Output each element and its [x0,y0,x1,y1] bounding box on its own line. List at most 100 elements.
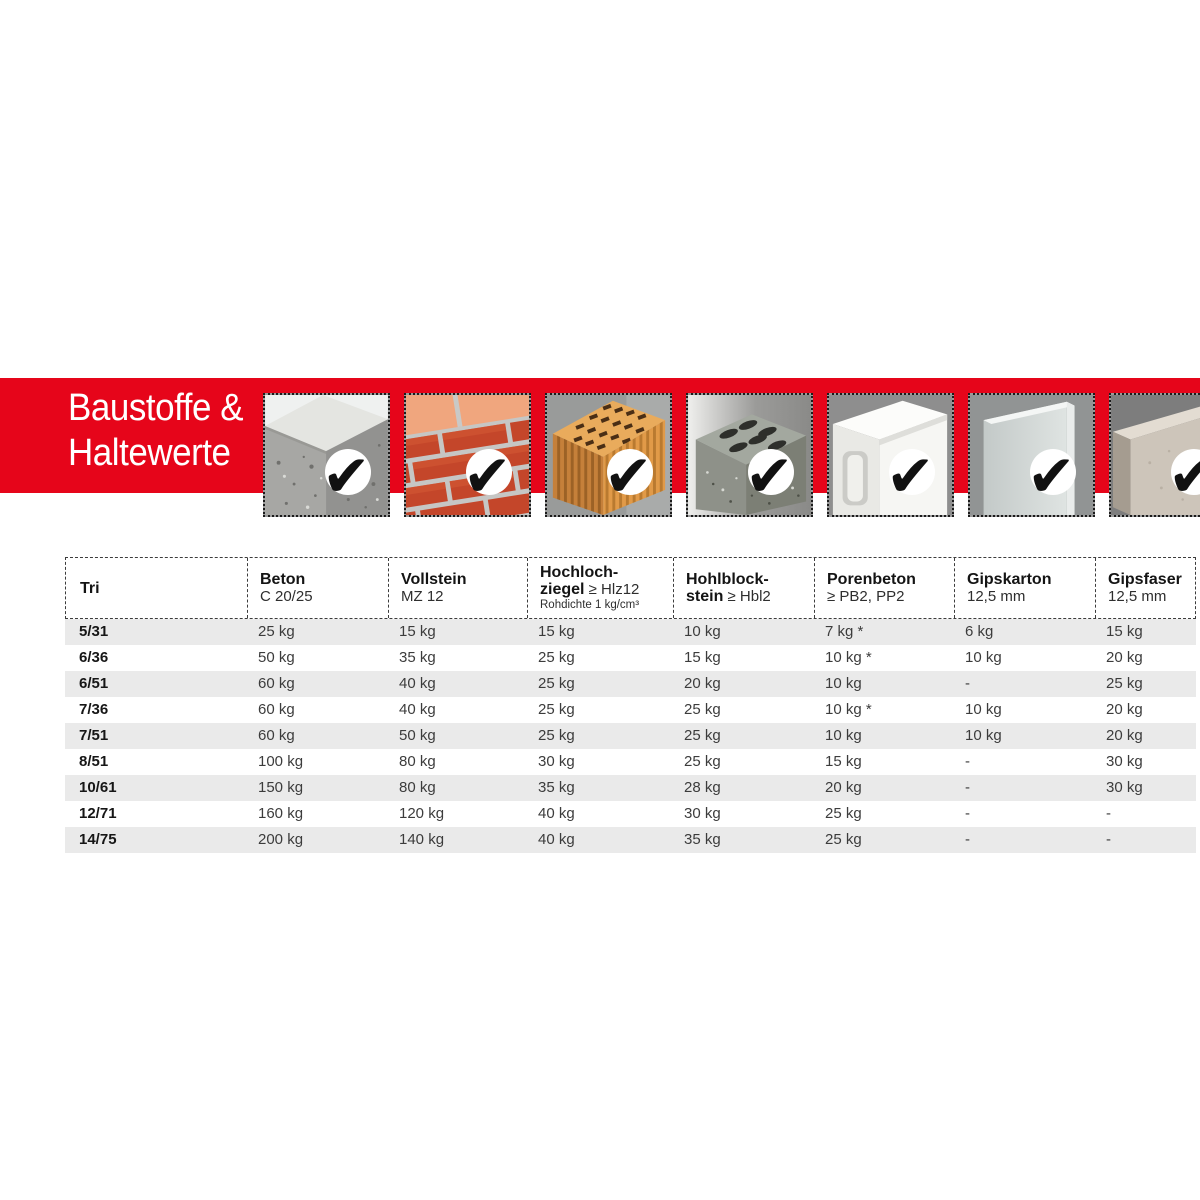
table-cell: 15 kg [538,623,575,640]
table-cell: 15 kg [399,623,436,640]
table-cell: 20 kg [1106,701,1143,718]
row-label-tri: 7/36 [79,701,109,718]
table-cell: 10 kg [825,727,862,744]
column-subtitle: MZ 12 [401,588,444,605]
check-icon: ✔ [886,442,935,510]
table-cell: 20 kg [1106,727,1143,744]
column-title: Hochloch- [540,564,619,581]
table-cell: 30 kg [684,805,721,822]
column-header-gipskarton: Gipskarton 12,5 mm [954,558,1095,618]
table-cell: 25 kg [538,675,575,692]
column-title: Beton [260,571,306,588]
checkmark-badge: ✔ [604,447,653,505]
check-icon: ✔ [1027,442,1076,510]
table-row: 14/75 200 kg 140 kg 40 kg 35 kg 25 kg - - [65,827,1196,853]
page-title-line2: Haltewerte [68,432,231,474]
table-cell: 80 kg [399,753,436,770]
table-row: 8/51 100 kg 80 kg 30 kg 25 kg 15 kg - 30 kg [65,749,1196,775]
tile-gipskarton: ✔ [968,393,1095,517]
column-subtitle: C 20/25 [260,588,313,605]
checkmark-badge: ✔ [745,447,794,505]
column-note: Rohdichte 1 kg/cm³ [540,599,640,611]
table-body: 5/31 25 kg 15 kg 15 kg 10 kg 7 kg * 6 kg 15 kg 6… [65,619,1196,853]
table-cell: 35 kg [399,649,436,666]
column-header-porenbeton: Porenbeton ≥ PB2, PP2 [814,558,954,618]
column-header-tri: Tri [66,558,247,618]
table-cell: 25 kg [258,623,295,640]
table-cell: 100 kg [258,753,304,770]
checkmark-badge: ✔ [463,447,512,505]
tile-porenbeton: ✔ [827,393,954,517]
checkmark-badge: ✔ [886,447,935,505]
row-label-tri: 6/51 [79,675,109,692]
tile-hohlblockstein: ✔ [686,393,813,517]
table-cell: 120 kg [399,805,445,822]
column-title: Tri [80,579,100,597]
table-cell: 25 kg [1106,675,1143,692]
table-cell: 60 kg [258,675,295,692]
table-row: 5/31 25 kg 15 kg 15 kg 10 kg 7 kg * 6 kg 15 kg [65,619,1196,645]
check-icon: ✔ [322,442,371,510]
row-label-tri: 7/51 [79,727,109,744]
table-cell: - [965,831,970,848]
column-title: Gipsfaser [1108,571,1182,588]
tile-gipsfaser: ✔ [1109,393,1200,517]
column-header-beton: Beton C 20/25 [247,558,388,618]
column-header-gipsfaser: Gipsfaser 12,5 mm [1095,558,1195,618]
table-cell: - [965,779,970,796]
column-subtitle: 12,5 mm [967,588,1026,605]
table-cell: 15 kg [684,649,721,666]
row-label-tri: 6/36 [79,649,109,666]
column-title: Vollstein [401,571,467,588]
table-cell: 60 kg [258,727,295,744]
check-icon: ✔ [463,442,512,510]
table-row: 10/61 150 kg 80 kg 35 kg 28 kg 20 kg - 30 kg [65,775,1196,801]
table-cell: 10 kg [684,623,721,640]
table-cell: 25 kg [538,649,575,666]
column-subtitle: ziegel ≥ Hlz12 [540,581,640,598]
column-subtitle: 12,5 mm [1108,588,1167,605]
table-cell: 25 kg [825,805,862,822]
table-cell: 15 kg [825,753,862,770]
table-cell: 10 kg [965,701,1002,718]
check-icon: ✔ [745,442,794,510]
column-subtitle: ≥ PB2, PP2 [827,588,905,605]
table-cell: - [1106,831,1111,848]
table-cell: 25 kg [684,701,721,718]
table-header: Tri Beton C 20/25 Vollstein MZ 12 Hochlo… [65,557,1196,619]
column-header-hochlochziegel: Hochloch- ziegel ≥ Hlz12 Rohdichte 1 kg/… [527,558,673,618]
table-cell: 40 kg [399,675,436,692]
table-cell: 200 kg [258,831,304,848]
table-cell: - [965,753,970,770]
table-cell: 35 kg [538,779,575,796]
table-cell: 50 kg [399,727,436,744]
column-title: Gipskarton [967,571,1052,588]
table-cell: 30 kg [538,753,575,770]
table-cell: 60 kg [258,701,295,718]
table-cell: 15 kg [1106,623,1143,640]
table-row: 7/36 60 kg 40 kg 25 kg 25 kg 10 kg * 10 kg 20 k… [65,697,1196,723]
table-cell: 6 kg [965,623,994,640]
row-label-tri: 12/71 [79,805,117,822]
table-cell: - [965,675,970,692]
table-cell: 25 kg [538,701,575,718]
brick-wall-photo [406,395,529,515]
table-cell: 80 kg [399,779,436,796]
haltewerte-table: Tri Beton C 20/25 Vollstein MZ 12 Hochlo… [65,557,1196,853]
column-header-vollstein: Vollstein MZ 12 [388,558,527,618]
tile-vollstein: ✔ [404,393,531,517]
table-cell: 20 kg [684,675,721,692]
table-cell: 35 kg [684,831,721,848]
checkmark-badge: ✔ [1168,447,1200,505]
row-label-tri: 5/31 [79,623,109,640]
table-cell: 20 kg [825,779,862,796]
table-row: 6/51 60 kg 40 kg 25 kg 20 kg 10 kg - 25 kg [65,671,1196,697]
table-row: 6/36 50 kg 35 kg 25 kg 15 kg 10 kg * 10 kg 20 k… [65,645,1196,671]
table-cell: - [965,805,970,822]
table-cell: 10 kg [825,675,862,692]
table-cell: 40 kg [538,805,575,822]
table-cell: 10 kg * [825,701,872,718]
table-cell: 7 kg * [825,623,864,640]
table-cell: 50 kg [258,649,295,666]
